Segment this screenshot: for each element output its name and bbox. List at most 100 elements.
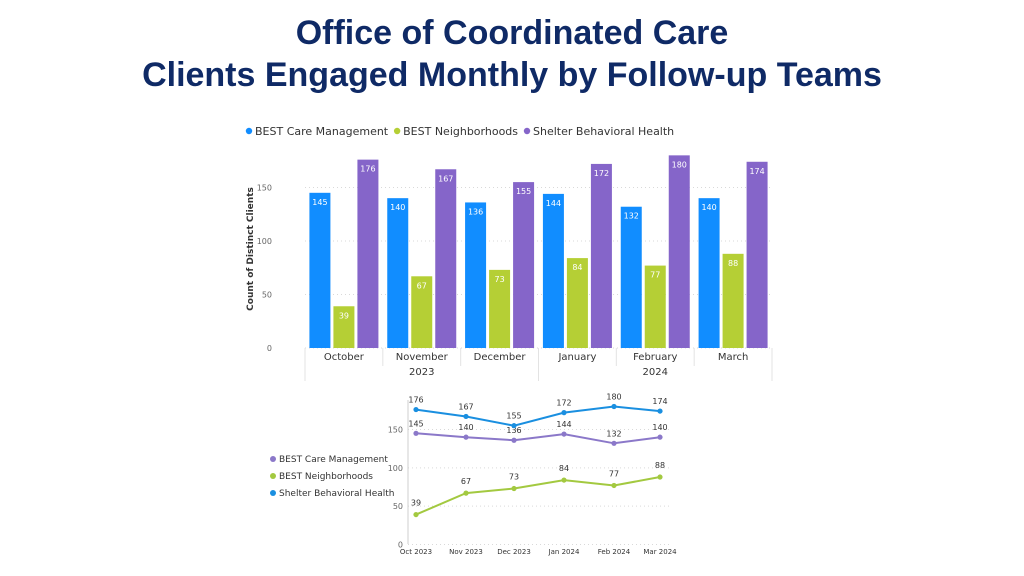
year-group-label: 2024 xyxy=(643,367,668,378)
legend-swatch xyxy=(270,490,276,496)
bar xyxy=(746,161,768,348)
y-tick-label: 100 xyxy=(388,464,403,473)
bar-value-label: 144 xyxy=(546,199,561,208)
x-tick-label: October xyxy=(324,352,365,363)
bar-value-label: 132 xyxy=(624,212,639,221)
bar xyxy=(489,269,511,348)
bar xyxy=(387,198,409,348)
series-line xyxy=(415,476,661,516)
bar xyxy=(465,202,487,348)
y-tick-label: 50 xyxy=(262,290,272,299)
bar xyxy=(435,169,457,348)
series-line xyxy=(415,432,661,445)
bar xyxy=(513,182,535,348)
bar xyxy=(668,155,690,348)
x-tick-label: December xyxy=(474,352,527,363)
legend-label: BEST Neighborhoods xyxy=(403,125,518,138)
data-label: 180 xyxy=(606,392,621,401)
data-label: 167 xyxy=(458,402,473,411)
x-tick-label: Nov 2023 xyxy=(449,548,483,556)
bar-value-label: 174 xyxy=(749,167,764,176)
legend-swatch xyxy=(270,473,276,479)
data-label: 145 xyxy=(408,419,423,428)
year-group-label: 2023 xyxy=(409,367,434,378)
bar-value-label: 172 xyxy=(594,169,609,178)
data-point xyxy=(561,410,567,416)
legend-swatch xyxy=(270,456,276,462)
legend-label: BEST Neighborhoods xyxy=(279,472,373,482)
data-point xyxy=(511,485,517,492)
data-point xyxy=(611,482,617,489)
bar xyxy=(620,206,642,348)
bar xyxy=(333,306,355,348)
data-point xyxy=(463,490,469,496)
data-label: 176 xyxy=(408,396,423,405)
data-label: 132 xyxy=(606,429,621,438)
data-point xyxy=(611,403,617,410)
y-tick-label: 50 xyxy=(393,502,403,511)
bar xyxy=(309,192,331,348)
bar-value-label: 145 xyxy=(312,198,327,207)
y-tick-label: 150 xyxy=(388,425,403,434)
bar xyxy=(722,253,744,348)
legend-label: BEST Care Management xyxy=(255,125,389,138)
data-point xyxy=(561,431,567,437)
x-tick-label: Mar 2024 xyxy=(643,548,677,556)
data-label: 73 xyxy=(509,473,519,482)
data-label: 155 xyxy=(506,412,521,421)
data-point xyxy=(511,437,517,443)
page-subtitle: Clients Engaged Monthly by Follow-up Tea… xyxy=(142,56,882,94)
y-tick-label: 150 xyxy=(257,183,272,192)
data-label: 39 xyxy=(411,499,421,508)
legend-swatch xyxy=(393,127,401,135)
data-point xyxy=(413,511,419,518)
bar xyxy=(566,258,588,348)
bar-value-label: 155 xyxy=(516,187,531,196)
legend-label: Shelter Behavioral Health xyxy=(533,125,674,138)
data-label: 140 xyxy=(652,423,667,432)
series-line xyxy=(415,405,661,427)
bar-value-label: 67 xyxy=(417,281,427,290)
bar-value-label: 180 xyxy=(672,160,687,169)
bar xyxy=(411,276,433,348)
x-tick-label: Jan 2024 xyxy=(548,548,580,556)
bar xyxy=(542,193,564,348)
bar-value-label: 140 xyxy=(701,203,716,212)
data-point xyxy=(561,477,567,483)
data-label: 144 xyxy=(556,420,571,429)
x-tick-label: Oct 2023 xyxy=(400,548,432,556)
data-label: 67 xyxy=(461,477,471,486)
data-point xyxy=(413,430,419,436)
data-label: 88 xyxy=(655,461,665,470)
bar-value-label: 39 xyxy=(339,311,349,320)
data-point xyxy=(511,423,517,429)
bar xyxy=(698,198,720,348)
bar-value-label: 88 xyxy=(728,259,738,268)
x-tick-label: January xyxy=(557,352,596,363)
bar xyxy=(357,159,379,348)
data-label: 136 xyxy=(506,426,521,435)
data-point xyxy=(657,474,663,480)
data-point xyxy=(463,413,469,420)
data-label: 84 xyxy=(559,464,569,473)
data-point xyxy=(463,434,469,440)
bar xyxy=(590,163,612,348)
y-axis-title: Count of Distinct Clients xyxy=(246,187,256,311)
data-label: 77 xyxy=(609,469,619,478)
data-label: 174 xyxy=(652,397,667,406)
bar-value-label: 136 xyxy=(468,207,483,216)
legend-label: Shelter Behavioral Health xyxy=(279,489,394,499)
legend-label: BEST Care Management xyxy=(279,455,388,465)
legend-swatch xyxy=(523,127,531,135)
x-tick-label: November xyxy=(396,352,449,363)
x-tick-label: Feb 2024 xyxy=(598,548,631,556)
page-title: Office of Coordinated Care xyxy=(295,14,729,52)
data-point xyxy=(657,408,663,414)
x-tick-label: March xyxy=(718,352,748,363)
bar-value-label: 176 xyxy=(360,165,375,174)
bar-value-label: 73 xyxy=(494,275,504,284)
bar xyxy=(644,265,666,348)
bar-value-label: 140 xyxy=(390,203,405,212)
